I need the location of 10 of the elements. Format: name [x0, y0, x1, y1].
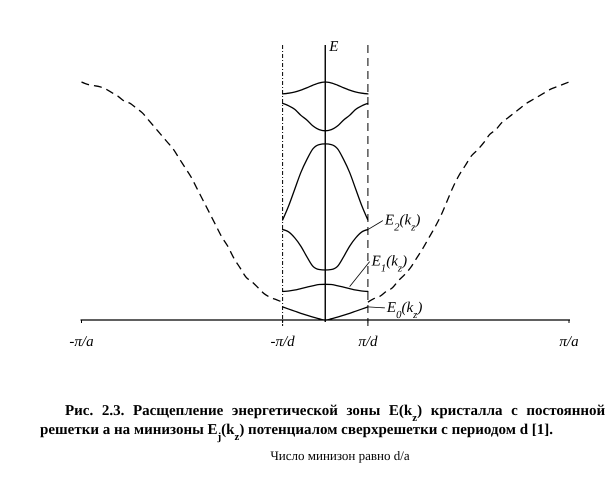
- annotation: E$_{0}$(k$_{z}$): [386, 300, 422, 321]
- x-tick-label: π/a: [559, 334, 579, 350]
- chart-title: Рис. 2.3. Расщепление энергетической зоны E(k$_{z}$) кристалла с постоянной решетки a на минизоны E$_{j}$(k$_{z}$) потенциалом сверхрешетки с периодом d [1].: [40, 403, 606, 443]
- x-tick-label: -π/a: [69, 334, 94, 350]
- annotation: E$_{2}$(k$_{z}$): [384, 212, 420, 234]
- annotation: E$_{1}$(k$_{z}$): [370, 254, 408, 275]
- text: Число минизон равно d/a: [270, 448, 410, 463]
- x-tick-label: π/d: [358, 334, 378, 350]
- x-tick-label: -π/d: [270, 334, 296, 350]
- y-axis-title: E: [328, 39, 338, 55]
